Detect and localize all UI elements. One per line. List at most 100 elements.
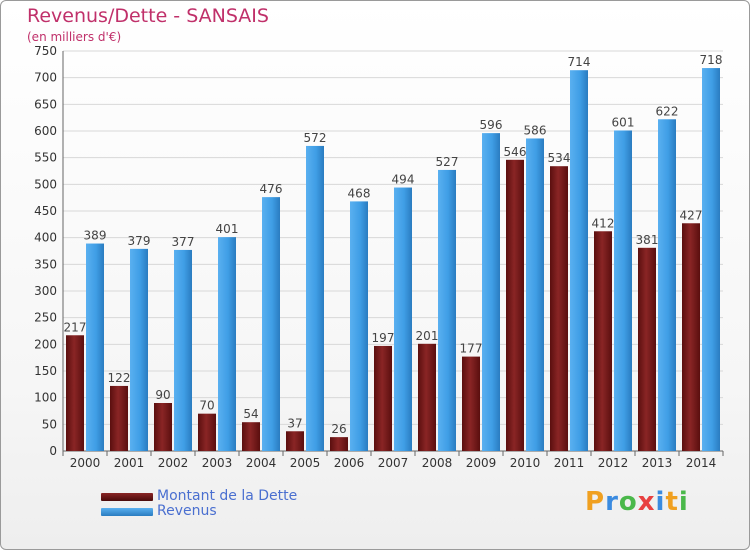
bar-debt (242, 422, 260, 451)
data-label-debt: 177 (460, 342, 483, 356)
y-tick-label: 650 (34, 97, 57, 111)
bar-debt (330, 437, 348, 451)
y-tick-label: 250 (34, 311, 57, 325)
bar-revenue (526, 138, 544, 451)
y-tick-label: 300 (34, 284, 57, 298)
axes: 0 50 100 150 200 250 300 350 400 450 500 550 600 650 7… (34, 44, 724, 470)
bar-revenue (438, 169, 456, 451)
data-label-debt: 201 (416, 329, 439, 343)
logo-letter: o (618, 487, 638, 517)
bar-revenue (394, 187, 412, 452)
y-tick-label: 200 (34, 337, 57, 351)
data-label-revenue: 401 (216, 222, 239, 236)
y-tick-label: 400 (34, 231, 57, 245)
logo-letter: r (605, 487, 619, 517)
data-label-revenue: 468 (348, 186, 371, 200)
data-label-revenue: 527 (436, 155, 459, 169)
logo-letter: t (665, 487, 679, 517)
x-tick-label: 2012 (598, 456, 629, 470)
data-label-debt: 90 (155, 388, 170, 402)
x-tick-label: 2003 (202, 456, 233, 470)
data-label-revenue: 586 (524, 123, 547, 137)
data-labels: 217 389 122 379 90 377 70 401 54 476 37 572 26 468 197… (64, 53, 723, 436)
logo-letter: i (678, 487, 689, 517)
bar-debt (286, 431, 304, 451)
y-tick-label: 700 (34, 71, 57, 85)
data-label-debt: 546 (504, 145, 527, 159)
x-tick-label: 2002 (158, 456, 189, 470)
y-tick-label: 750 (34, 44, 57, 58)
bar-revenue (614, 130, 632, 451)
data-label-debt: 197 (372, 331, 395, 345)
chart-title: Revenus/Dette - SANSAIS (27, 5, 269, 27)
x-tick-label: 2007 (378, 456, 409, 470)
y-tick-label: 150 (34, 364, 57, 378)
bar-debt (154, 403, 172, 451)
bar-revenue (130, 248, 148, 451)
y-tick-label: 600 (34, 124, 57, 138)
data-label-revenue: 494 (392, 173, 415, 187)
data-label-debt: 381 (636, 233, 659, 247)
data-label-revenue: 389 (84, 229, 107, 243)
bar-revenue (658, 119, 676, 452)
x-tick-label: 2005 (290, 456, 321, 470)
bar-debt (462, 356, 480, 451)
data-label-debt: 54 (243, 407, 258, 421)
legend-swatch-revenue (101, 508, 153, 516)
x-tick-label: 2009 (466, 456, 497, 470)
x-tick-label: 2010 (510, 456, 541, 470)
grid-lines (63, 50, 723, 452)
y-tick-label: 100 (34, 391, 57, 405)
bars (66, 68, 720, 452)
bar-revenue (482, 133, 500, 451)
bar-debt (506, 159, 524, 452)
y-tick-label: 350 (34, 257, 57, 271)
x-tick-label: 2006 (334, 456, 365, 470)
legend-label-debt: Montant de la Dette (157, 488, 298, 504)
bar-revenue (218, 237, 236, 451)
bar-debt (550, 166, 568, 451)
data-label-debt: 122 (108, 371, 131, 385)
data-label-revenue: 596 (480, 118, 503, 132)
x-tick-label: 2004 (246, 456, 277, 470)
bar-debt (198, 413, 216, 451)
logo-letter: i (655, 487, 666, 517)
bar-debt (110, 385, 128, 451)
data-label-debt: 217 (64, 320, 87, 334)
bar-revenue (570, 70, 588, 451)
data-label-revenue: 622 (656, 104, 679, 118)
x-tick-label: 2013 (642, 456, 673, 470)
data-label-revenue: 476 (260, 182, 283, 196)
data-label-debt: 26 (331, 422, 346, 436)
chart-subtitle: (en milliers d'€) (27, 30, 122, 44)
bar-revenue (702, 68, 720, 452)
legend-label-revenue: Revenus (157, 503, 217, 519)
y-tick-label: 500 (34, 177, 57, 191)
bar-revenue (306, 145, 324, 451)
data-label-debt: 427 (680, 208, 703, 222)
data-label-debt: 534 (548, 151, 571, 165)
proxiti-logo: Proxiti (585, 487, 689, 517)
data-label-revenue: 714 (568, 55, 591, 69)
x-tick-label: 2008 (422, 456, 453, 470)
bar-debt (66, 335, 84, 451)
data-label-debt: 37 (287, 416, 302, 430)
data-label-revenue: 379 (128, 234, 151, 248)
y-tick-label: 50 (42, 417, 57, 431)
data-label-revenue: 601 (612, 115, 635, 129)
y-tick-label: 450 (34, 204, 57, 218)
bar-revenue (262, 197, 280, 451)
x-tick-label: 2001 (114, 456, 145, 470)
bar-debt (682, 223, 700, 451)
y-tick-label: 550 (34, 151, 57, 165)
bar-debt (638, 247, 656, 451)
data-label-revenue: 572 (304, 131, 327, 145)
legend-swatch-debt (101, 493, 153, 501)
bar-revenue (86, 243, 104, 451)
data-label-debt: 412 (592, 216, 615, 230)
x-tick-label: 2000 (70, 456, 101, 470)
x-tick-label: 2014 (686, 456, 717, 470)
logo-letter: P (585, 487, 606, 517)
